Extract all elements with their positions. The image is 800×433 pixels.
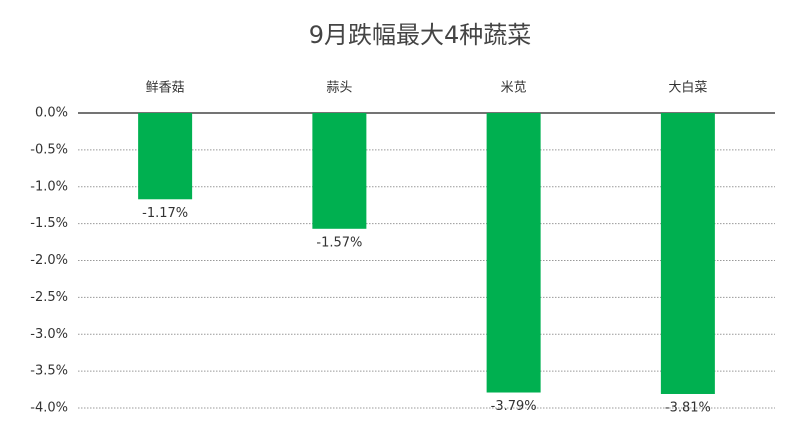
bar (486, 113, 541, 393)
x-tick-label: 蒜头 (326, 81, 352, 96)
value-label: -1.57% (316, 235, 362, 250)
y-tick-label: -2.5% (30, 290, 68, 305)
y-tick-label: -3.5% (30, 364, 68, 379)
x-tick-label: 鲜香菇 (146, 81, 185, 96)
y-tick-label: -0.5% (30, 142, 68, 157)
bar (138, 113, 193, 200)
value-label: -3.81% (665, 400, 711, 415)
y-tick-label: -1.0% (30, 179, 68, 194)
value-label: -3.79% (491, 399, 537, 414)
x-tick-label: 大白菜 (668, 80, 707, 96)
bar (660, 113, 715, 394)
y-tick-label: -1.5% (30, 216, 68, 231)
y-tick-label: 0.0% (35, 106, 68, 121)
y-tick-label: -3.0% (30, 327, 68, 342)
y-tick-label: -2.0% (30, 253, 68, 268)
chart-title: 9月跌幅最大4种蔬菜 (309, 21, 532, 49)
value-label: -1.17% (142, 206, 188, 221)
bar (312, 113, 367, 229)
y-tick-label: -4.0% (30, 401, 68, 416)
x-tick-label: 米苋 (501, 81, 527, 96)
